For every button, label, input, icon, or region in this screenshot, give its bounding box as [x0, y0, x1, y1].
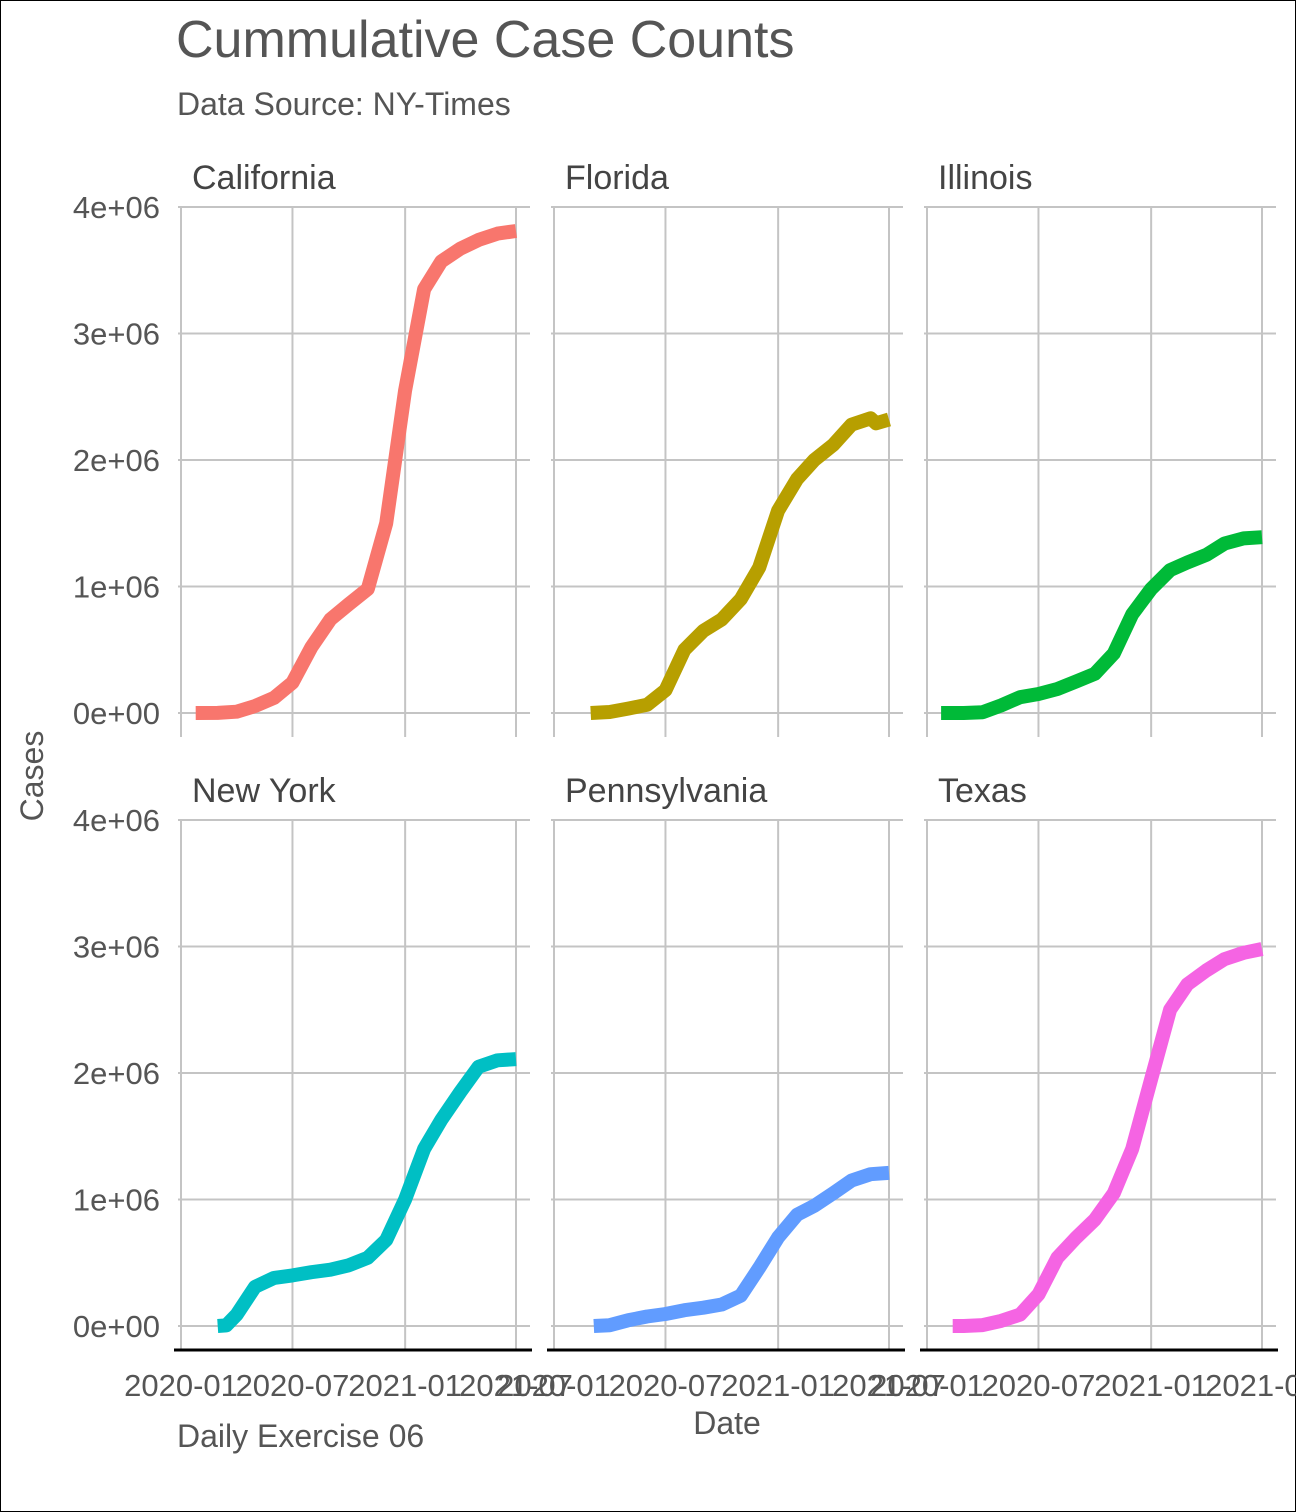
series-line-pennsylvania — [593, 1165, 890, 1333]
panel-california: California 0e+00 1e+06 2e+06 3e+06 4e+06 — [73, 159, 530, 737]
y-tick-label: 4e+06 — [73, 190, 160, 225]
chart-subtitle: Data Source: NY-Times — [177, 86, 511, 122]
y-tick-label: 4e+06 — [73, 803, 160, 838]
y-tick-label: 2e+06 — [73, 1056, 160, 1091]
series-line-florida — [590, 411, 891, 720]
panel-florida: Florida — [551, 159, 903, 737]
x-tick-label: 2021-07 — [832, 1368, 946, 1403]
y-tick-label: 3e+06 — [73, 317, 160, 352]
x-tick-label: 2021-01 — [348, 1368, 462, 1403]
series-line-texas — [952, 942, 1264, 1333]
chart-caption: Daily Exercise 06 — [177, 1418, 425, 1454]
panel-title-pennsylvania: Pennsylvania — [565, 772, 767, 810]
y-axis-title: Cases — [14, 731, 50, 822]
x-tick-label: 2021-07 — [1205, 1368, 1296, 1403]
x-tick-label: 2020-01 — [124, 1368, 238, 1403]
chart-title: Cummulative Case Counts — [176, 11, 795, 69]
series-line-california — [195, 224, 517, 720]
facet-panels: California 0e+00 1e+06 2e+06 3e+06 4e+06 Flori… — [73, 159, 1296, 1403]
x-tick-label: 2021-01 — [1094, 1368, 1208, 1403]
y-tick-label: 1e+06 — [73, 570, 160, 605]
y-tick-label: 1e+06 — [73, 1183, 160, 1218]
y-tick-label: 3e+06 — [73, 930, 160, 965]
y-tick-label: 2e+06 — [73, 443, 160, 478]
panel-title-texas: Texas — [938, 772, 1027, 810]
panel-title-florida: Florida — [565, 159, 669, 197]
panel-illinois: Illinois — [924, 159, 1276, 737]
x-tick-label: 2020-07 — [982, 1368, 1096, 1403]
x-tick-label: 2020-01 — [497, 1368, 611, 1403]
x-tick-label: 2021-01 — [721, 1368, 835, 1403]
x-axis-title: Date — [693, 1405, 761, 1441]
y-tick-label: 0e+00 — [73, 1309, 160, 1344]
panel-title-illinois: Illinois — [938, 159, 1032, 197]
series-line-new-york — [217, 1052, 517, 1333]
panel-title-new-york: New York — [192, 772, 337, 810]
panel-new-york: New York 0e+00 1e+06 2e+06 3e+06 4e+06 2020-01… — [73, 772, 573, 1403]
x-tick-label: 2021-07 — [459, 1368, 573, 1403]
panel-title-california: California — [192, 159, 336, 197]
x-tick-label: 2020-07 — [609, 1368, 723, 1403]
y-tick-label: 0e+00 — [73, 696, 160, 731]
series-line-illinois — [941, 530, 1263, 720]
x-tick-label: 2020-07 — [236, 1368, 350, 1403]
x-tick-label: 2020-01 — [870, 1368, 984, 1403]
